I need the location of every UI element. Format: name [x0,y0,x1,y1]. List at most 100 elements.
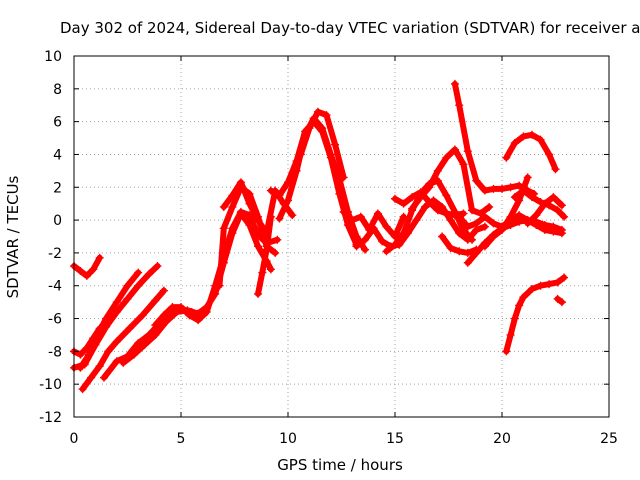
data-point [369,224,378,233]
data-point [399,229,408,238]
data-point [352,232,361,241]
data-point [95,362,104,371]
data-point [485,202,494,211]
series-12 [266,117,361,249]
data-point [468,206,477,215]
data-point [236,178,245,187]
data-point [84,350,93,359]
data-point [326,150,335,159]
series-trace [353,197,488,250]
data-point [480,242,489,251]
data-point [455,229,464,238]
series-6 [70,324,104,359]
data-point [348,216,357,225]
data-point [275,214,284,223]
data-point [168,307,177,316]
data-point [549,193,558,202]
series-24 [480,173,532,251]
data-point [266,186,275,195]
data-point [76,363,85,372]
data-point [313,107,322,116]
plot-frame [73,55,610,418]
data-point [151,321,160,330]
data-point [76,350,85,359]
data-point [455,101,464,110]
data-point [557,298,566,307]
x-tick-label: 10 [279,431,297,447]
data-point [540,225,549,234]
series-11 [254,212,275,298]
data-point [382,222,391,231]
data-point [305,124,314,133]
data-point [95,324,104,333]
data-point [228,229,237,238]
data-point [442,209,451,218]
data-point [391,194,399,203]
x-tick-label: 5 [177,431,186,447]
data-point [112,298,121,307]
data-point [258,268,267,277]
data-point [162,317,171,326]
data-point [468,235,477,244]
series-trace [503,274,568,355]
data-point [352,242,361,251]
data-point [489,219,498,228]
data-point [523,173,532,182]
data-point [159,312,168,321]
data-point [532,211,541,220]
data-point [254,242,263,251]
chart-title: Day 302 of 2024, Sidereal Day-to-day VTE… [60,19,640,37]
data-point [489,232,498,241]
data-point [78,385,87,394]
data-point [510,193,519,202]
data-point [446,216,455,225]
data-point [459,160,468,169]
series-29 [553,294,566,307]
data-point [459,225,468,234]
data-point [519,186,528,195]
data-point [553,278,562,287]
data-point [211,289,220,298]
y-tick-label: 2 [53,180,62,196]
data-point [129,350,138,359]
series-26 [510,186,569,221]
data-point [134,268,143,277]
data-point [202,303,211,312]
y-tick-label: -12 [39,410,62,426]
data-point [134,281,143,290]
axis-ticks: 0 5 10 15 20 25 -12 -10 -8 -6 -4 -2 0 2 4 6 8 10 [39,49,618,447]
data-series [70,79,569,394]
data-point [502,153,511,162]
data-point [82,344,91,353]
data-point [463,222,472,231]
series-14 [296,107,348,182]
data-point [215,281,224,290]
data-point [480,186,489,195]
data-point [144,270,153,279]
data-point [545,150,554,159]
series-28 [502,273,569,356]
data-point [472,248,481,257]
data-point [557,201,566,210]
data-point [140,340,149,349]
data-point [519,132,528,141]
data-point [532,221,541,230]
data-point [266,212,275,221]
data-point [87,373,96,382]
data-point [318,124,327,133]
data-point [412,216,421,225]
data-point [420,202,429,211]
data-point [89,334,98,343]
y-tick-label: -10 [39,377,62,393]
data-point [498,225,506,234]
data-point [273,235,282,244]
data-point [498,184,506,193]
data-point [450,79,459,88]
data-point [472,176,481,185]
data-point [177,306,185,315]
y-tick-label: -2 [48,246,62,262]
data-point [219,202,228,211]
y-tick-label: 0 [53,213,62,229]
series-25 [502,130,560,174]
x-tick-label: 15 [386,431,404,447]
